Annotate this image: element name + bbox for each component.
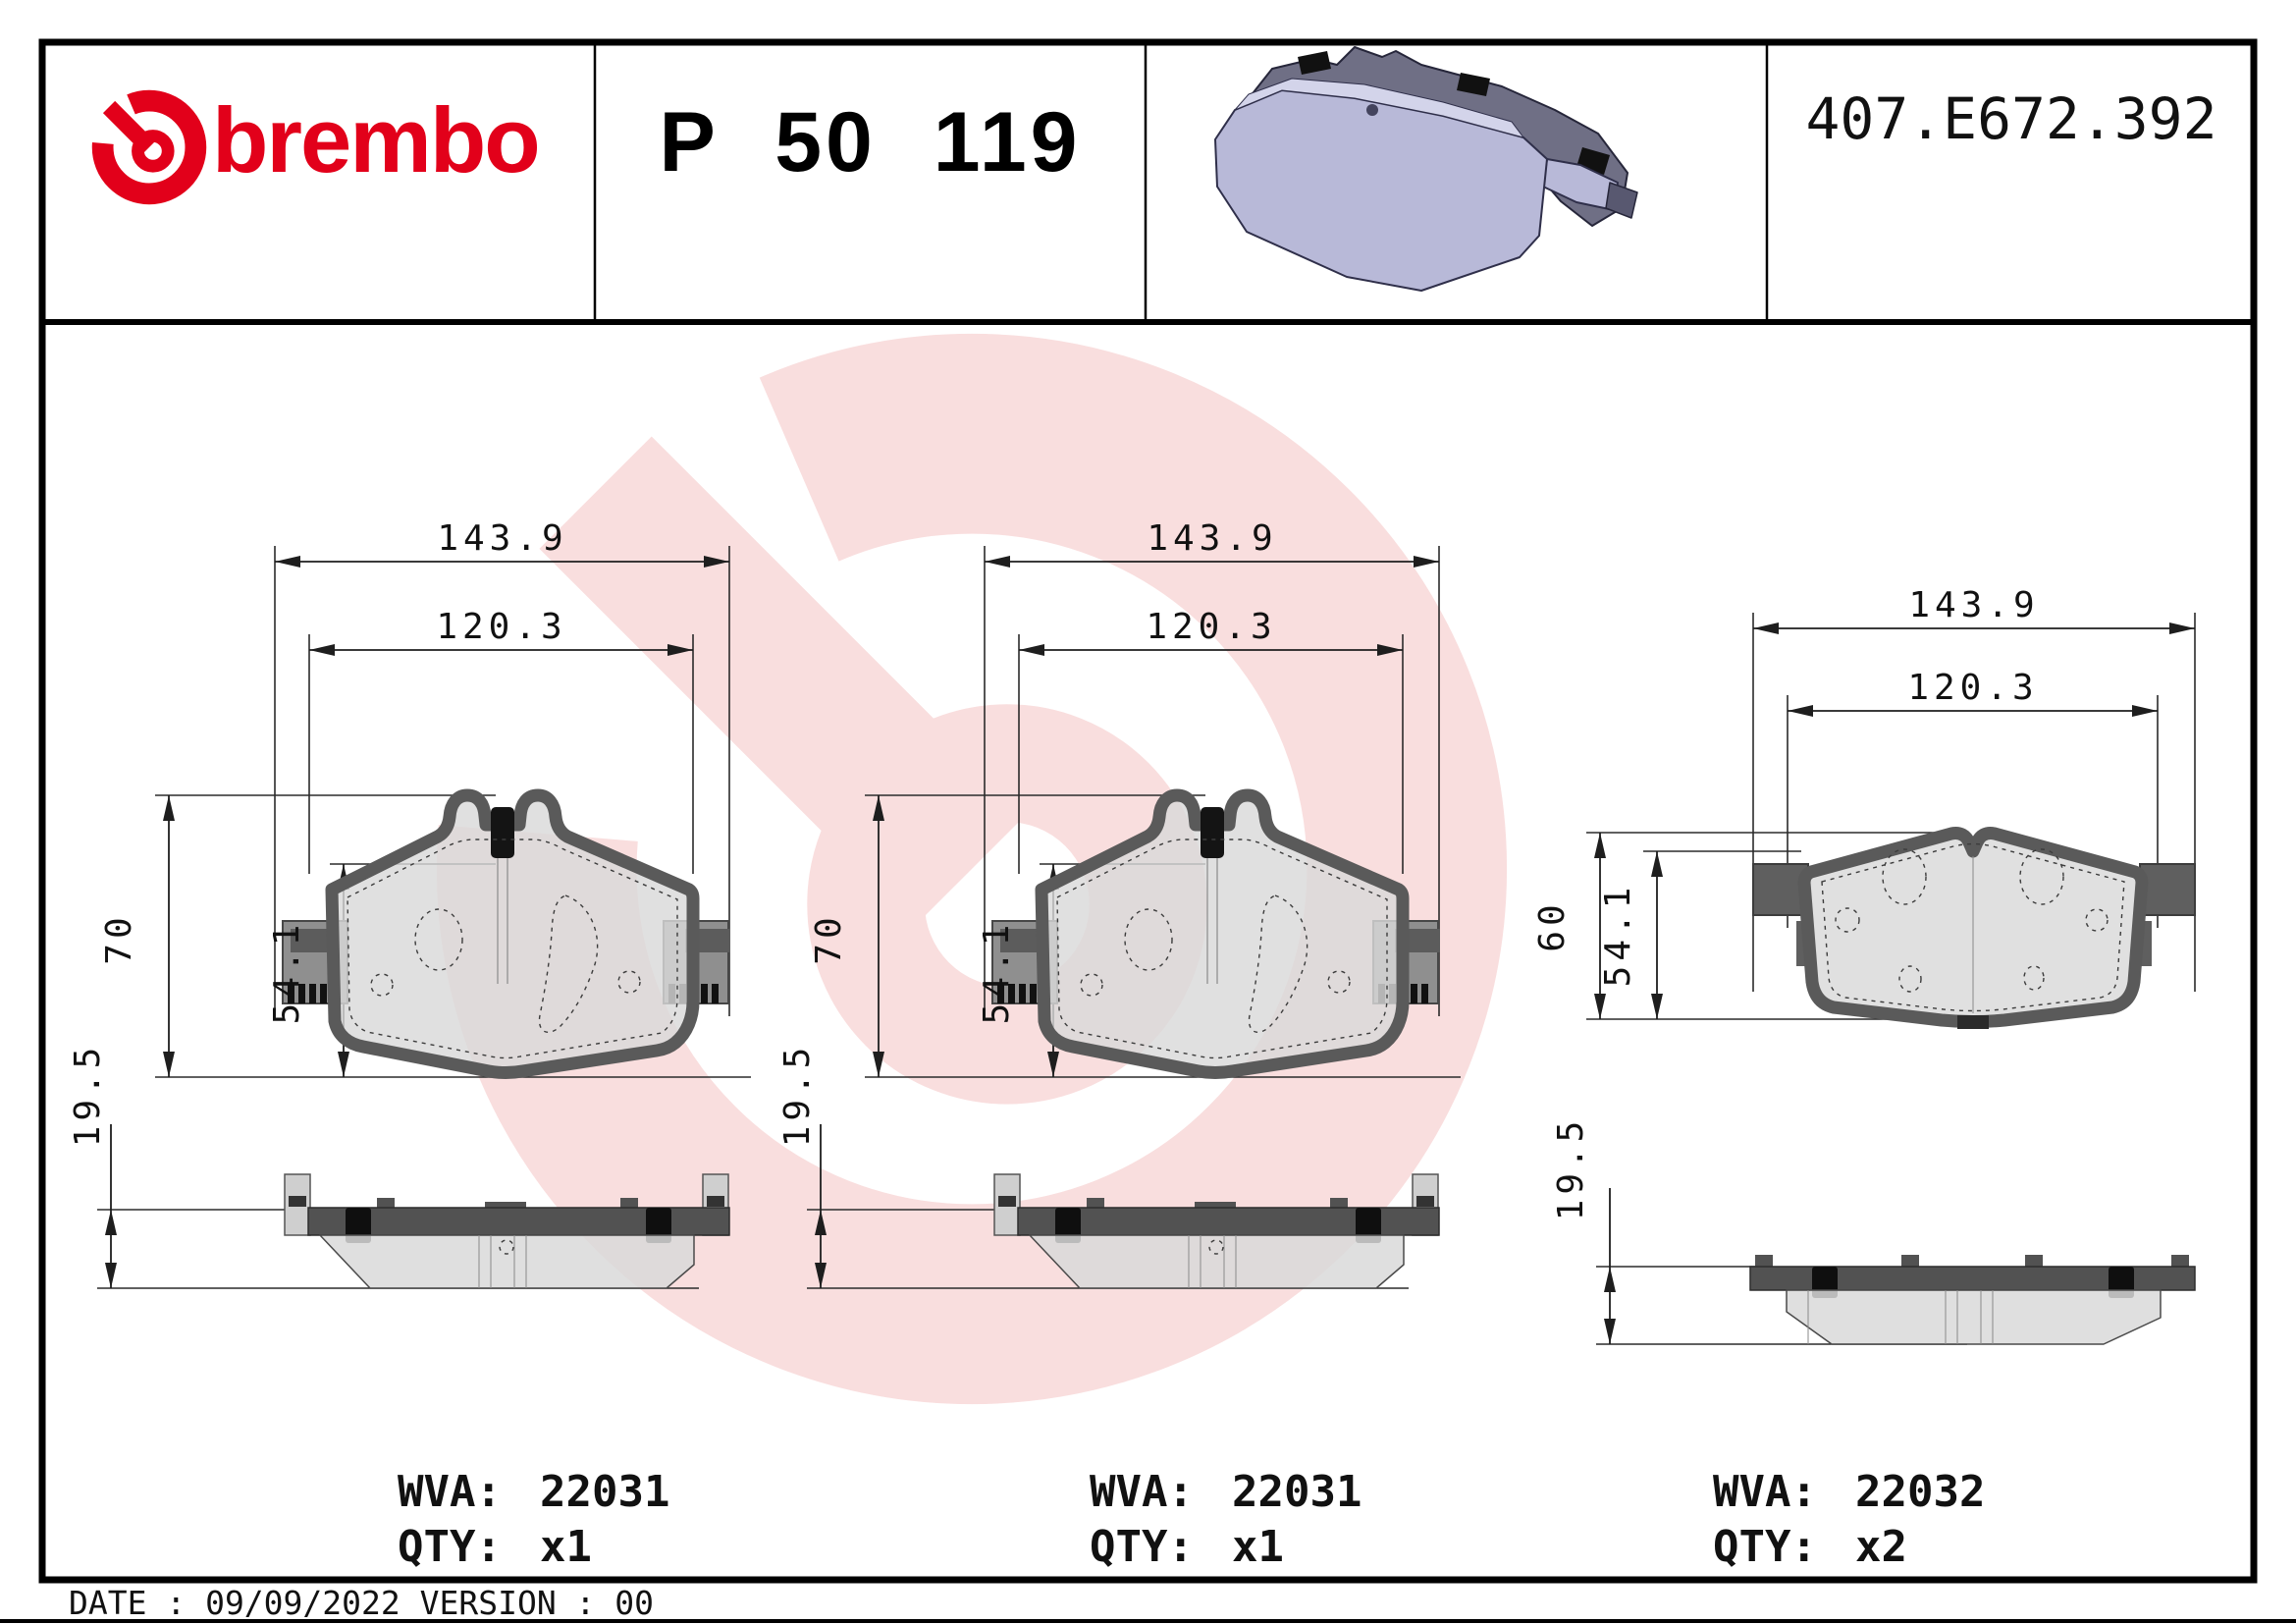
technical-drawing-3 <box>1586 613 2196 1345</box>
reference-code: 407.E672.392 <box>1805 85 2217 152</box>
dim-height-outer-label: 60 <box>1532 899 1573 951</box>
dim-thickness-label: 19.5 <box>68 1043 108 1148</box>
qty-row: QTY: x2 <box>1713 1526 1985 1569</box>
qty-row: QTY: x1 <box>1090 1526 1362 1569</box>
dim-width-inner-label: 120.3 <box>1907 668 2038 708</box>
sheet-frame <box>0 38 2296 1623</box>
dim-width-outer-label: 143.9 <box>1908 585 2039 625</box>
wva-row: WVA: 22031 <box>398 1471 669 1514</box>
wva-value: 22031 <box>1232 1467 1362 1517</box>
brake-pad-3d-render <box>1214 46 1638 292</box>
qty-value: x1 <box>1232 1522 1284 1572</box>
spec-block-3: WVA: 22032 QTY: x2 <box>1713 1471 1985 1581</box>
wva-value: 22032 <box>1855 1467 1986 1517</box>
qty-label: QTY: <box>398 1522 502 1572</box>
wva-label: WVA: <box>1090 1467 1194 1517</box>
wva-label: WVA: <box>1713 1467 1817 1517</box>
dim-width-outer-label: 143.9 <box>437 518 567 559</box>
wva-row: WVA: 22032 <box>1713 1471 1985 1514</box>
dim-height-inner-label: 54.1 <box>1598 883 1638 988</box>
dim-width-inner-label: 120.3 <box>436 607 566 647</box>
dim-width-outer-label: 143.9 <box>1147 518 1277 559</box>
wva-value: 22031 <box>540 1467 670 1517</box>
brand-wordmark: brembo <box>212 88 541 191</box>
dim-height-outer-label: 70 <box>99 912 139 964</box>
wva-label: WVA: <box>398 1467 502 1517</box>
dim-height-inner-label: 54.1 <box>977 920 1017 1025</box>
dim-height-outer-label: 70 <box>809 912 849 964</box>
spec-block-2: WVA: 22031 QTY: x1 <box>1090 1471 1362 1581</box>
qty-label: QTY: <box>1090 1522 1194 1572</box>
qty-row: QTY: x1 <box>398 1526 669 1569</box>
dim-thickness-label: 19.5 <box>1551 1116 1591 1221</box>
qty-value: x1 <box>540 1522 592 1572</box>
brembo-logo-icon <box>103 101 196 194</box>
wva-row: WVA: 22031 <box>1090 1471 1362 1514</box>
qty-value: x2 <box>1855 1522 1907 1572</box>
dim-thickness-label: 19.5 <box>777 1043 818 1148</box>
dim-height-inner-label: 54.1 <box>267 920 307 1025</box>
dim-width-inner-label: 120.3 <box>1146 607 1276 647</box>
part-number: P 50 119 <box>659 95 1082 189</box>
date-version-note: DATE : 09/09/2022 VERSION : 00 <box>69 1584 655 1622</box>
spec-block-1: WVA: 22031 QTY: x1 <box>398 1471 669 1581</box>
qty-label: QTY: <box>1713 1522 1817 1572</box>
